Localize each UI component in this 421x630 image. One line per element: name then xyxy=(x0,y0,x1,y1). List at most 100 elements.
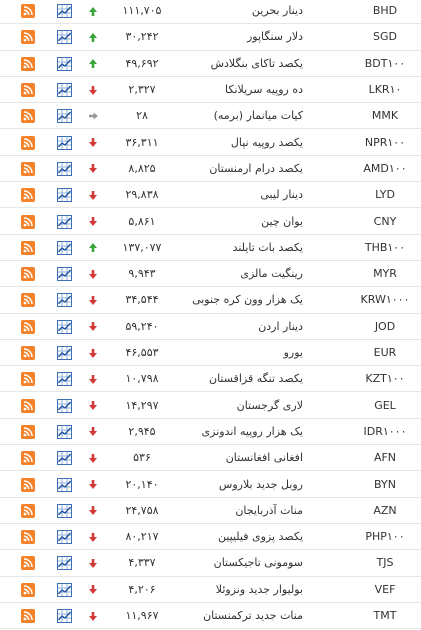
chart-icon[interactable] xyxy=(57,267,72,282)
trend-arrow xyxy=(89,59,97,69)
currency-name: یکصد روپیه نپال xyxy=(230,135,303,149)
currency-code: AFN xyxy=(373,451,397,465)
rss-icon[interactable] xyxy=(21,582,35,597)
chart-icon[interactable] xyxy=(57,293,72,308)
rate-row: GEL لاری گرجستان ۱۴,۲۹۷ xyxy=(0,393,421,419)
rss-icon[interactable] xyxy=(21,214,35,229)
currency-name: روبل جدید بلاروس xyxy=(218,477,303,491)
chart-icon[interactable] xyxy=(57,135,72,150)
rss-icon[interactable] xyxy=(21,503,35,518)
chart-icon[interactable] xyxy=(57,83,72,98)
rss-icon[interactable] xyxy=(21,83,35,98)
rss-icon[interactable] xyxy=(21,319,35,334)
chart-icon[interactable] xyxy=(57,319,72,334)
rate-row: KRW۱۰۰۰ یک هزار وون کره جنوبی ۳۴,۵۴۴ xyxy=(0,287,421,314)
chart-icon[interactable] xyxy=(57,30,72,45)
trend-arrow xyxy=(89,269,97,279)
rate-row: SGD دلار سنگاپور ۳۰,۲۴۲ xyxy=(0,24,421,51)
chart-icon[interactable] xyxy=(57,609,72,624)
rss-icon[interactable] xyxy=(21,4,35,19)
currency-name: دلار سنگاپور xyxy=(247,30,303,44)
rss-icon[interactable] xyxy=(21,293,35,308)
currency-code: AMD۱۰۰ xyxy=(363,161,407,175)
rss-icon[interactable] xyxy=(21,240,35,255)
rss-icon[interactable] xyxy=(21,30,35,45)
trend-arrow xyxy=(89,532,97,542)
rate-row: EUR یورو ۴۶,۵۵۳ xyxy=(0,340,421,367)
rate-row: VEF بولیوار جدید ونزوئلا ۴,۲۰۶ xyxy=(0,577,421,603)
currency-name: منات آذربایجان xyxy=(235,503,303,517)
rss-icon[interactable] xyxy=(21,346,35,361)
rss-icon[interactable] xyxy=(21,477,35,492)
rss-icon[interactable] xyxy=(21,135,35,150)
currency-rate: ۳۶,۳۱۱ xyxy=(125,135,159,149)
rss-icon[interactable] xyxy=(21,609,35,624)
rss-icon[interactable] xyxy=(21,56,35,71)
rate-row: MYR رینگیت مالزی ۹,۹۴۳ xyxy=(0,261,421,288)
chart-icon[interactable] xyxy=(57,503,72,518)
currency-name: یکصد پزوی فیلیپین xyxy=(217,530,303,544)
trend-arrow xyxy=(89,112,98,120)
rss-icon[interactable] xyxy=(21,398,35,413)
rss-icon[interactable] xyxy=(21,424,35,439)
chart-icon[interactable] xyxy=(57,451,72,466)
currency-name: کیات میانمار (برمه) xyxy=(213,109,303,123)
trend-arrow xyxy=(89,295,97,305)
chart-icon[interactable] xyxy=(57,214,72,229)
chart-icon[interactable] xyxy=(57,398,72,413)
chart-icon[interactable] xyxy=(57,109,72,124)
chart-icon[interactable] xyxy=(57,530,72,545)
chart-icon[interactable] xyxy=(57,582,72,597)
currency-code: AZN xyxy=(373,503,397,517)
rate-row: CNY یوان چین ۵,۸۶۱ xyxy=(0,208,421,235)
rss-icon[interactable] xyxy=(21,109,35,124)
currency-name: یک هزار وون کره جنوبی xyxy=(192,293,303,307)
rss-icon[interactable] xyxy=(21,267,35,282)
trend-arrow xyxy=(89,322,97,332)
trend-arrow xyxy=(89,401,97,411)
chart-icon[interactable] xyxy=(57,424,72,439)
currency-code: LKR۱۰ xyxy=(368,83,402,97)
rss-icon[interactable] xyxy=(21,372,35,387)
currency-code: LYD xyxy=(375,188,395,202)
currency-code: TJS xyxy=(376,556,394,570)
currency-rate: ۵,۸۶۱ xyxy=(128,214,156,228)
currency-rate: ۱۱۱,۷۰۵ xyxy=(122,4,162,18)
trend-arrow xyxy=(89,374,97,384)
rate-row: AZN منات آذربایجان ۲۴,۷۵۸ xyxy=(0,498,421,524)
currency-code: MYR xyxy=(373,267,397,281)
currency-rate: ۵۳۶ xyxy=(133,451,151,465)
chart-icon[interactable] xyxy=(57,161,72,176)
currency-code: CNY xyxy=(373,214,397,228)
chart-icon[interactable] xyxy=(57,556,72,571)
currency-name: یکصد تنگه قزاقستان xyxy=(209,372,303,386)
chart-icon[interactable] xyxy=(57,56,72,71)
rss-icon[interactable] xyxy=(21,451,35,466)
rate-row: JOD دینار اردن ۵۹,۲۴۰ xyxy=(0,314,421,340)
currency-code: THB۱۰۰ xyxy=(364,240,406,254)
chart-icon[interactable] xyxy=(57,188,72,203)
rate-row: AFN افغانی افغانستان ۵۳۶ xyxy=(0,445,421,472)
trend-arrow xyxy=(89,243,97,253)
currency-code: PHP۱۰۰ xyxy=(365,530,405,544)
currency-rate: ۴,۳۳۷ xyxy=(128,556,156,570)
chart-icon[interactable] xyxy=(57,240,72,255)
rss-icon[interactable] xyxy=(21,530,35,545)
rss-icon[interactable] xyxy=(21,161,35,176)
currency-rate: ۳۴,۵۴۴ xyxy=(125,293,159,307)
chart-icon[interactable] xyxy=(57,4,72,19)
currency-code: VEF xyxy=(374,582,396,596)
rate-row: BDT۱۰۰ یکصد تاکای بنگلادش ۴۹,۶۹۲ xyxy=(0,51,421,77)
rss-icon[interactable] xyxy=(21,556,35,571)
currency-code: BYN xyxy=(374,477,396,491)
chart-icon[interactable] xyxy=(57,477,72,492)
currency-name: ده روپیه سریلانکا xyxy=(225,83,303,97)
trend-arrow xyxy=(89,190,97,200)
currency-rate: ۲۹,۸۳۸ xyxy=(125,188,159,202)
rss-icon[interactable] xyxy=(21,188,35,203)
currency-rate: ۲۰,۱۴۰ xyxy=(125,477,159,491)
rate-row: BYN روبل جدید بلاروس ۲۰,۱۴۰ xyxy=(0,471,421,498)
trend-arrow xyxy=(89,217,97,227)
chart-icon[interactable] xyxy=(57,372,72,387)
chart-icon[interactable] xyxy=(57,346,72,361)
